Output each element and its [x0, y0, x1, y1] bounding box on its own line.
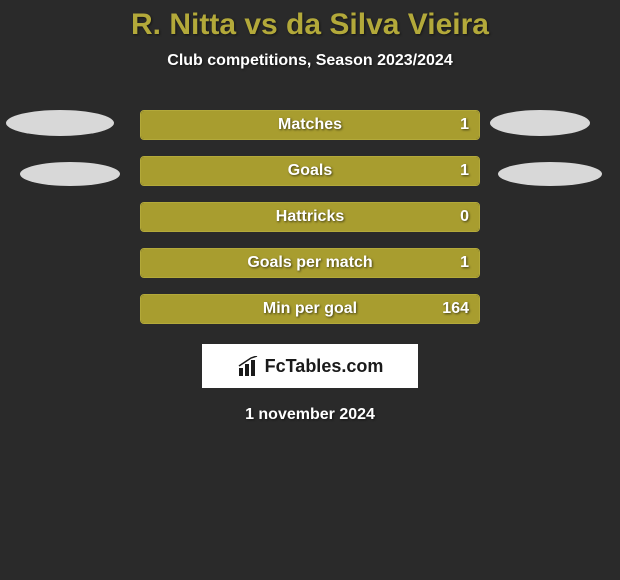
stats-area: Matches 1 Goals 1 Hattricks 0 Goals per match 1…	[0, 110, 620, 324]
stat-bar-row: Matches 1	[140, 110, 480, 140]
page-title: R. Nitta vs da Silva Vieira	[0, 0, 620, 42]
stat-bar-value: 164	[442, 300, 469, 318]
stat-bars: Matches 1 Goals 1 Hattricks 0 Goals per match 1…	[140, 110, 480, 324]
stat-bar-label: Goals per match	[247, 254, 372, 272]
stat-bar-row: Goals per match 1	[140, 248, 480, 278]
stat-bar-row: Goals 1	[140, 156, 480, 186]
stat-bar-label: Matches	[278, 116, 342, 134]
stat-bar-row: Min per goal 164	[140, 294, 480, 324]
subtitle: Club competitions, Season 2023/2024	[0, 52, 620, 70]
player-placeholder-oval	[20, 162, 120, 186]
stat-bar-label: Goals	[288, 162, 332, 180]
stat-bar-value: 0	[460, 208, 469, 226]
stat-bar-label: Hattricks	[276, 208, 344, 226]
stat-bar-value: 1	[460, 162, 469, 180]
brand-box: FcTables.com	[202, 344, 418, 388]
stat-bar-row: Hattricks 0	[140, 202, 480, 232]
brand-chart-icon	[237, 356, 261, 376]
stat-bar-value: 1	[460, 116, 469, 134]
stat-bar-value: 1	[460, 254, 469, 272]
brand-text: FcTables.com	[265, 356, 384, 377]
player-placeholder-oval	[6, 110, 114, 136]
stat-bar-label: Min per goal	[263, 300, 357, 318]
player-placeholder-oval	[498, 162, 602, 186]
date-line: 1 november 2024	[0, 406, 620, 424]
player-placeholder-oval	[490, 110, 590, 136]
